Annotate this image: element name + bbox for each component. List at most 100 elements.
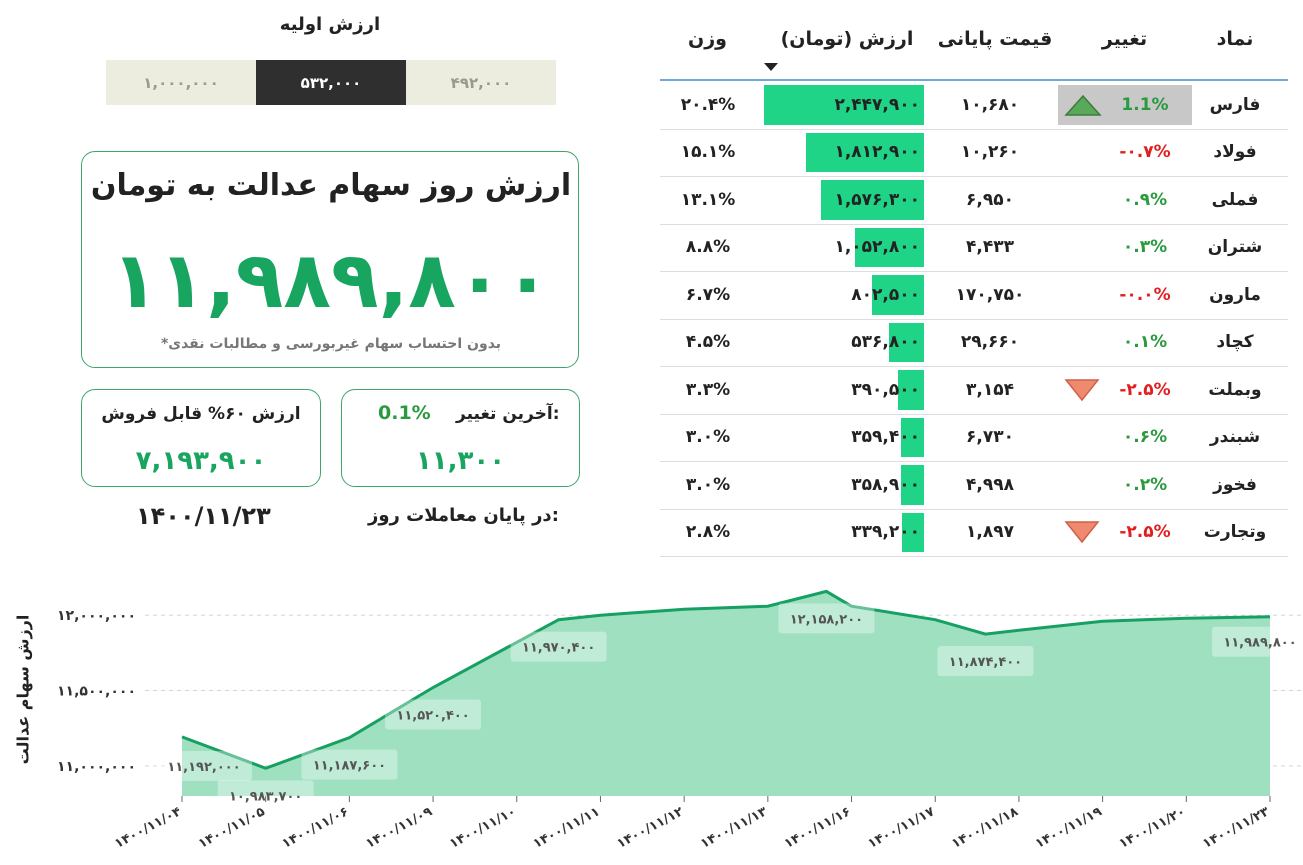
x-tick-label: ۱۴۰۰/۱۱/۱۱ [531,804,602,852]
symbol-cell[interactable]: شبندر [1209,427,1261,448]
change-cell: -۰.۰% [1119,284,1171,305]
value-bar [902,512,924,552]
x-tick-label: ۱۴۰۰/۱۱/۱۹ [1033,804,1105,852]
x-tick-label: ۱۴۰۰/۱۱/۲۳ [1200,804,1272,852]
last-change-label: آخرین تغییر: [456,404,560,424]
header-weight[interactable]: وزن [688,28,727,50]
row-separator [660,413,1288,415]
value-bar [855,227,924,267]
x-tick-label: ۱۴۰۰/۱۱/۱۷ [866,804,938,852]
initial-value-option-1000000[interactable]: ۱,۰۰۰,۰۰۰ [106,60,256,105]
sellable-label: ارزش ۶۰% قابل فروش [101,404,301,424]
change-cell: ۰.۳% [1122,237,1168,258]
value-bar [872,275,924,315]
daily-value-amount: ۱۱,۹۸۹,۸۰۰ [110,236,552,326]
value-cell: ۸۰۲,۵۰۰ [851,284,920,305]
value-annotation-box [778,603,875,634]
trading-end-label: در پایان معاملات روز: [368,505,559,526]
final-price-cell: ۴,۹۹۸ [966,474,1014,495]
x-tick-label: ۱۴۰۰/۱۱/۰۴ [112,804,184,852]
initial-value-option-492000[interactable]: ۴۹۲,۰۰۰ [406,60,556,105]
value-bar [901,465,924,505]
value-bar [821,180,924,220]
value-bar [898,370,924,410]
weight-cell: ۱۵.۱% [680,142,736,163]
value-cell: ۳۳۹,۲۰۰ [851,522,920,543]
x-tick-label: ۱۴۰۰/۱۱/۱۲ [615,804,687,852]
sort-down-icon[interactable] [763,62,779,72]
final-price-cell: ۱۰,۶۸۰ [960,94,1020,115]
value-annotation-box [937,646,1034,677]
x-tick-label: ۱۴۰۰/۱۱/۰۵ [196,804,268,852]
weight-cell: ۳.۰% [685,474,731,495]
row-separator [660,176,1288,177]
sellable-value: ۷,۱۹۳,۹۰۰ [135,446,267,476]
value-cell: ۲,۴۴۷,۹۰۰ [834,94,920,115]
row-separator [660,318,1288,320]
weight-cell: ۳.۳% [685,379,731,400]
y-tick-label: ۱۱,۰۰۰,۰۰۰ [57,759,136,775]
symbol-cell[interactable]: فملی [1211,189,1259,210]
value-annotation: ۱۱,۹۷۰,۴۰۰ [522,641,595,656]
header-symbol[interactable]: نماد [1216,28,1254,50]
area-fill [182,591,1270,796]
final-price-cell: ۲۹,۶۶۰ [960,332,1020,353]
initial-value-title: ارزش اولیه [279,14,381,35]
symbol-cell[interactable]: فولاد [1213,142,1257,163]
daily-value-card [81,151,579,368]
symbol-cell[interactable]: مارون [1209,284,1261,305]
row-separator [660,556,1288,557]
final-price-cell: ۳,۱۵۴ [966,379,1014,400]
value-annotation-box [301,749,398,780]
change-cell: 1.1% [1121,94,1169,115]
final-price-cell: ۶,۷۳۰ [966,427,1014,448]
x-tick-label: ۱۴۰۰/۱۱/۱۳ [698,804,770,852]
value-bar [889,322,924,362]
x-tick-label: ۱۴۰۰/۱۱/۰۶ [280,804,351,852]
value-history-chart: ۱۱,۰۰۰,۰۰۰ ۱۱,۵۰۰,۰۰۰ ۱۲,۰۰۰,۰۰۰ ۱۱,۱۹۲,۰۰۰… [57,589,1303,852]
weight-cell: ۶.۷% [685,284,731,305]
row-separator [660,366,1288,367]
final-price-cell: ۱,۸۹۷ [966,522,1014,543]
trading-end-date: ۱۴۰۰/۱۱/۲۳ [136,502,271,530]
value-cell: ۳۵۹,۴۰۰ [851,427,920,448]
arrow-down-icon [1064,521,1100,544]
value-annotation-box [217,780,314,811]
last-change-value: ۱۱,۳۰۰ [415,446,506,476]
change-cell: -۲.۵% [1119,522,1171,543]
header-value[interactable]: ارزش (تومان) [780,28,914,50]
x-tick-label: ۱۴۰۰/۱۱/۱۶ [782,804,853,852]
value-annotation: ۱۱,۱۹۲,۰۰۰ [167,760,240,775]
header-final-price[interactable]: قیمت پایانی [937,28,1053,50]
header-change[interactable]: تغییر [1101,28,1148,50]
symbol-cell[interactable]: وتجارت [1203,522,1267,543]
arrow-up-icon [1064,94,1102,116]
sellable-card [81,389,321,487]
final-price-cell: ۱۰,۲۶۰ [960,142,1020,163]
symbol-cell[interactable]: فخوز [1213,474,1257,495]
weight-cell: ۱۳.۱% [680,189,736,210]
change-cell: -۰.۷% [1119,142,1171,163]
value-bar [901,417,924,457]
header-underline [660,79,1288,81]
last-change-percent: 0.1% [378,402,431,424]
symbol-cell[interactable]: فارس [1209,94,1261,115]
value-cell: ۱,۰۵۲,۸۰۰ [834,237,920,258]
change-cell: -۲.۵% [1119,379,1171,400]
value-bar [806,132,924,172]
symbol-cell[interactable]: شتران [1207,237,1263,258]
value-cell: ۵۳۶,۸۰۰ [851,332,920,353]
value-annotation: ۱۲,۱۵۸,۲۰۰ [790,612,863,627]
row-separator [660,223,1288,225]
symbol-cell[interactable]: وبملت [1208,379,1262,400]
change-cell: ۰.۲% [1122,474,1168,495]
row-separator [660,461,1288,462]
series-line [181,589,1271,770]
change-cell: ۰.۶% [1122,427,1168,448]
x-tick-label: ۱۴۰۰/۱۱/۲۰ [1117,804,1188,852]
initial-value-option-532000[interactable]: ۵۳۲,۰۰۰ [256,60,406,105]
last-change-card [341,389,580,487]
weight-cell: ۳.۰% [685,427,731,448]
symbol-cell[interactable]: کچاد [1216,332,1254,353]
final-price-cell: ۶,۹۵۰ [966,189,1014,210]
